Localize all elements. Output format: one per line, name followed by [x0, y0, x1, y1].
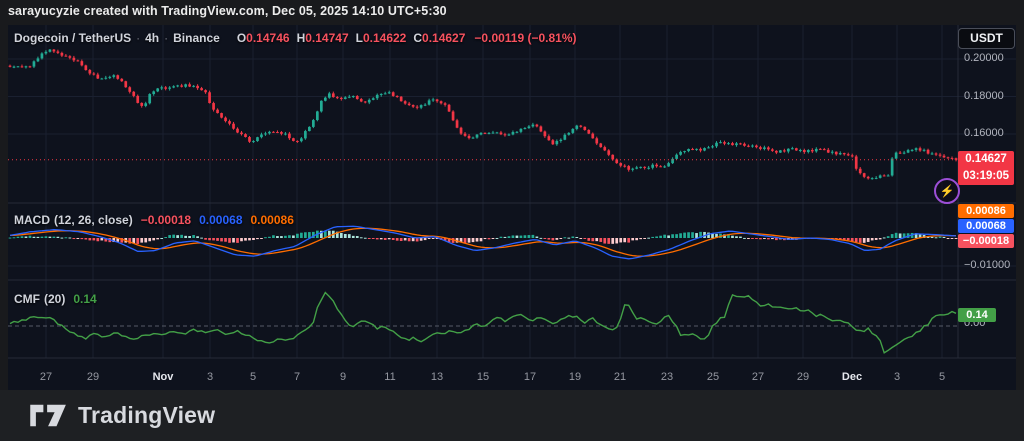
legend-separator: ·: [164, 31, 169, 45]
interval-label[interactable]: 4h: [145, 31, 160, 45]
candles-layer: [8, 48, 958, 180]
open-label: O: [236, 31, 247, 45]
open-value: 0.14746: [246, 31, 290, 45]
cmf-value-badge: 0.14: [958, 308, 996, 322]
time-axis-label: 5: [938, 371, 946, 383]
macd-signal-value: 0.00086: [250, 213, 294, 227]
macd-title[interactable]: MACD: [14, 213, 50, 227]
time-axis-label: Nov: [152, 371, 174, 383]
time-axis-label: 3: [206, 371, 214, 383]
cmf-value: 0.14: [73, 292, 97, 306]
time-axis-label: 27: [751, 371, 765, 383]
low-value: 0.14622: [362, 31, 407, 45]
tradingview-logo[interactable]: TradingView: [30, 400, 215, 430]
time-axis-label: 9: [339, 371, 347, 383]
time-axis-label: 15: [476, 371, 490, 383]
time-axis-label: 3: [893, 371, 901, 383]
time-axis-label: 29: [796, 371, 810, 383]
last-price-value: 0.14627: [965, 153, 1007, 165]
macd-hist-badge: −0.00018: [958, 234, 1014, 248]
grid-layer: [8, 25, 1016, 359]
macd-line-badge: 0.00068: [958, 219, 1014, 233]
bar-countdown: 03:19:05: [962, 170, 1010, 182]
chart-container: Dogecoin / TetherUS · 4h · Binance O0.14746 H0…: [8, 25, 1016, 390]
time-axis-label: 21: [613, 371, 627, 383]
high-label: H: [296, 31, 306, 45]
time-axis-label: 5: [249, 371, 257, 383]
time-axis-label: 13: [430, 371, 444, 383]
symbol-title[interactable]: Dogecoin / TetherUS: [14, 31, 132, 45]
cmf-line: [9, 291, 957, 354]
lightning-icon: ⚡: [939, 184, 955, 198]
last-price-badge: 0.14627 03:19:05: [958, 151, 1014, 185]
time-axis-label: 23: [660, 371, 674, 383]
close-label: C: [413, 31, 423, 45]
price-axis-label: 0.16000: [964, 127, 1004, 139]
time-axis-label: 27: [39, 371, 53, 383]
time-axis-label: 25: [706, 371, 720, 383]
symbol-legend: Dogecoin / TetherUS · 4h · Binance O0.14746 H0…: [14, 31, 577, 45]
exchange-label[interactable]: Binance: [173, 31, 220, 45]
time-axis-label: Dec: [841, 371, 863, 383]
price-axis-label: 0.18000: [964, 89, 1004, 102]
macd-params: (12, 26, close): [54, 213, 133, 227]
macd-hist-value: −0.00018: [140, 213, 192, 227]
macd-signal-line: [9, 227, 956, 257]
change-readout: −0.00119 (−0.81%): [474, 31, 577, 45]
flash-boost-icon[interactable]: ⚡: [934, 178, 960, 204]
cmf-params: (20): [44, 292, 66, 306]
cmf-title[interactable]: CMF: [14, 292, 40, 306]
currency-toggle-button[interactable]: USDT: [958, 28, 1015, 49]
time-axis-label: 29: [86, 371, 100, 383]
ohlc-readout: O0.14746 H0.14747 L0.14622 C0.14627: [230, 31, 466, 45]
macd-line-value: 0.00068: [199, 213, 243, 227]
time-axis-label: 17: [523, 371, 537, 383]
macd-axis-label: −0.01000: [964, 259, 1011, 271]
macd-legend: MACD (12, 26, close) −0.00018 0.00068 0.0008…: [14, 213, 294, 227]
time-axis-label: 11: [384, 371, 396, 383]
macd-signal-badge: 0.00086: [958, 204, 1014, 218]
tradingview-wordmark: TradingView: [78, 401, 216, 428]
price-axis-label: 0.20000: [964, 52, 1004, 64]
time-axis-label: 7: [293, 371, 301, 383]
low-label: L: [355, 31, 363, 45]
cmf-layer: [8, 291, 958, 354]
footer: TradingView: [0, 390, 1024, 441]
legend-separator: ·: [136, 31, 141, 45]
attribution-watermark: sarayucyzie created with TradingView.com…: [8, 4, 447, 18]
close-value: 0.14627: [422, 31, 466, 45]
high-value: 0.14747: [305, 31, 349, 45]
tradingview-logo-mark: [30, 404, 66, 427]
time-axis-label: 19: [568, 371, 582, 383]
price-chart-canvas[interactable]: [8, 25, 1016, 390]
cmf-legend: CMF (20) 0.14: [14, 292, 97, 306]
macd-main-line: [9, 225, 957, 260]
macd-layer: [8, 225, 958, 260]
